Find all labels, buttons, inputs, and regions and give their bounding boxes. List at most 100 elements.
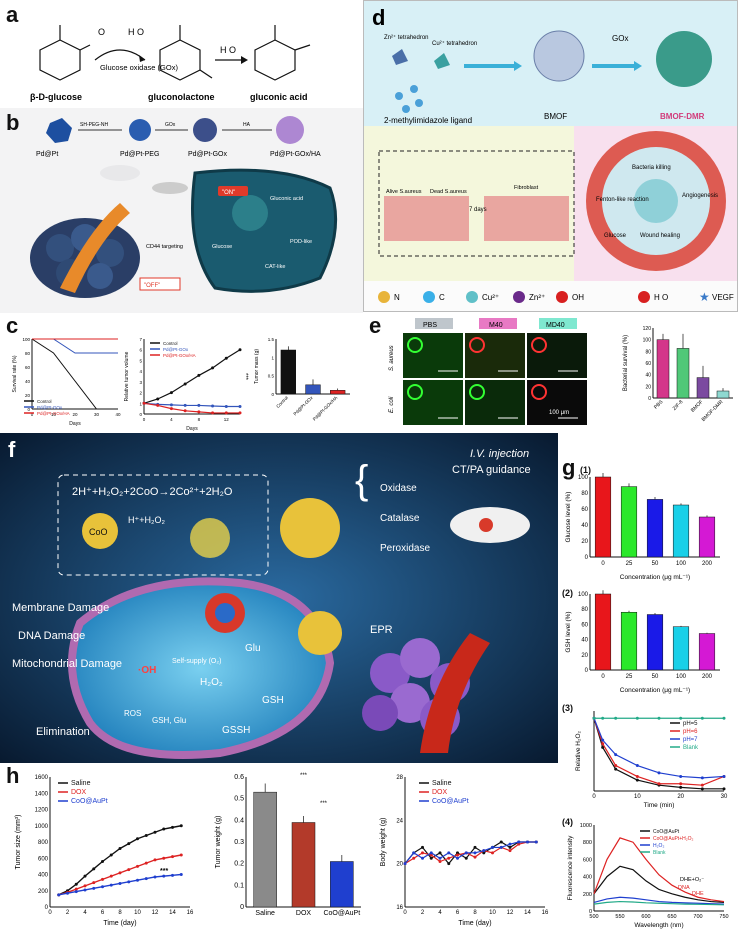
- panel-g: g (1) 0 20 40 60 80 100 Glucose level (%) Conce…: [560, 455, 738, 937]
- data-point: [101, 860, 104, 863]
- y-tick-label: 60: [581, 622, 588, 628]
- cycle-glucose: Glucose: [604, 233, 627, 239]
- x-tick-label: Saline: [255, 910, 275, 917]
- x-tick-label: 20: [677, 794, 684, 800]
- gluconic-label: Gluconic acid: [270, 196, 303, 202]
- panel-label-c: c: [6, 313, 19, 338]
- series-line: [31, 338, 118, 410]
- series-line: [143, 402, 240, 408]
- data-point: [171, 855, 174, 859]
- fluorescence-chart: 0 200 400 600 800 1000 Fluorescence intensity W…: [567, 823, 729, 929]
- elimination-label: Elimination: [36, 726, 90, 738]
- data-point: [179, 824, 183, 828]
- h2o2-decay-chart: Relative H₂O₂ Time (min) 0 10 20 30 pH=5 pH=6 pH…: [575, 711, 728, 809]
- x-axis-label: Wavelength (nm): [634, 922, 683, 929]
- y-tick-label: 60: [25, 365, 31, 370]
- svg-text:H O: H O: [654, 293, 668, 302]
- y-tick-label: 600: [583, 857, 592, 863]
- legend-entry: Pd@Pt-GOx/HA: [37, 411, 70, 416]
- x-tick-label: DOX: [296, 910, 312, 917]
- x-tick-label: BMOF: [690, 399, 704, 413]
- y-tick-label: 0: [589, 909, 592, 915]
- data-point: [118, 847, 122, 850]
- svg-text:{: {: [355, 458, 368, 502]
- data-point: [508, 849, 512, 853]
- legend-entry: CoO@AuPt+H₂O₂: [653, 836, 694, 842]
- panel-f: f 2H⁺+H₂O₂+2CoO→2Co²⁺+2H₂O CoO H⁺+H₂O₂ {…: [0, 433, 558, 763]
- y-tick-label: 1200: [35, 808, 49, 814]
- cycle-bacteria: Bacteria killing: [632, 165, 671, 171]
- x-tick-label: 0: [601, 561, 605, 567]
- data-point: [136, 837, 139, 841]
- data-point: [456, 851, 459, 855]
- data-point: [238, 348, 242, 352]
- x-tick-label: 8: [118, 910, 122, 916]
- micrograph-grid: [403, 333, 587, 425]
- x-tick-label: 8: [198, 417, 201, 422]
- enzyme-catalase: Catalase: [380, 513, 420, 524]
- annotation: DHE+O₂⁻: [680, 877, 704, 883]
- y-tick-label: 200: [38, 889, 49, 895]
- data-point: [464, 851, 468, 855]
- y-tick-label: 60: [581, 507, 588, 513]
- data-point: [456, 856, 459, 860]
- y-tick-label: 20: [396, 862, 403, 868]
- reagent-peg: SH-PEG-NH: [80, 122, 108, 128]
- cat-like-label: CAT-like: [265, 264, 285, 270]
- gshglu-label: GSH, Glu: [152, 716, 186, 725]
- x-tick-label: 10: [134, 910, 141, 916]
- x-tick-label: 0: [601, 674, 605, 680]
- x-tick-label: 30: [94, 412, 100, 417]
- x-tick-label: 100: [676, 561, 687, 567]
- series-line: [593, 718, 725, 779]
- y-tick-label: 3: [139, 380, 142, 385]
- iv-label: I.V. injection: [470, 448, 529, 460]
- data-point: [169, 391, 173, 395]
- bar: [646, 499, 664, 558]
- legend-entry: Blank: [653, 850, 666, 856]
- row-saureus: S. aureus: [389, 345, 395, 371]
- y-tick-label: 16: [396, 905, 403, 911]
- data-point: [473, 855, 477, 859]
- data-point: [74, 887, 78, 891]
- panel-label-d: d: [372, 5, 385, 30]
- h2o2-label: H O: [128, 27, 144, 37]
- step-pdpt-peg: Pd@Pt-PEG: [120, 151, 159, 158]
- significance-stars: ***: [300, 773, 308, 779]
- x-tick-label: 10: [634, 794, 641, 800]
- svg-text:Cu²⁺: Cu²⁺: [482, 293, 499, 302]
- data-point: [508, 842, 512, 846]
- data-point: [57, 893, 61, 897]
- g-sub2: (2): [562, 588, 573, 598]
- x-tick-label: 30: [721, 794, 728, 800]
- bar: [330, 390, 346, 395]
- legend-entry: DOX: [71, 789, 87, 796]
- tumor-cell-cluster: [30, 203, 140, 298]
- data-point: [421, 845, 424, 849]
- data-point: [601, 742, 605, 746]
- y-axis-label: Fluorescence intensity: [567, 835, 574, 900]
- x-tick-label: 6: [101, 910, 105, 916]
- data-point: [464, 856, 468, 860]
- data-point: [136, 878, 139, 882]
- g-sub1: (1): [580, 465, 591, 475]
- x-tick-label: 4: [83, 910, 87, 916]
- data-point: [83, 888, 87, 892]
- fibroblast-label: Fibroblast: [514, 185, 539, 191]
- data-point: [74, 882, 78, 886]
- reagent-gox: GOx: [165, 122, 176, 128]
- x-tick-label: 12: [224, 417, 230, 422]
- row-ecoli: E. coli: [389, 396, 395, 413]
- data-point: [224, 411, 228, 415]
- bmof-label: BMOF: [544, 112, 567, 121]
- x-tick-label: 2: [66, 910, 70, 916]
- legend-entry: Control: [163, 341, 178, 346]
- y-tick-label: 400: [38, 873, 49, 879]
- x-axis-label: Days: [69, 421, 81, 427]
- nanozyme-therapy-illustration: f 2H⁺+H₂O₂+2CoO→2Co²⁺+2H₂O CoO H⁺+H₂O₂ {…: [0, 433, 558, 763]
- svg-text:★: ★: [699, 290, 710, 304]
- data-point: [722, 787, 726, 791]
- data-point: [101, 877, 104, 881]
- y-tick-label: 4: [139, 369, 142, 374]
- y-tick-label: 24: [396, 818, 403, 824]
